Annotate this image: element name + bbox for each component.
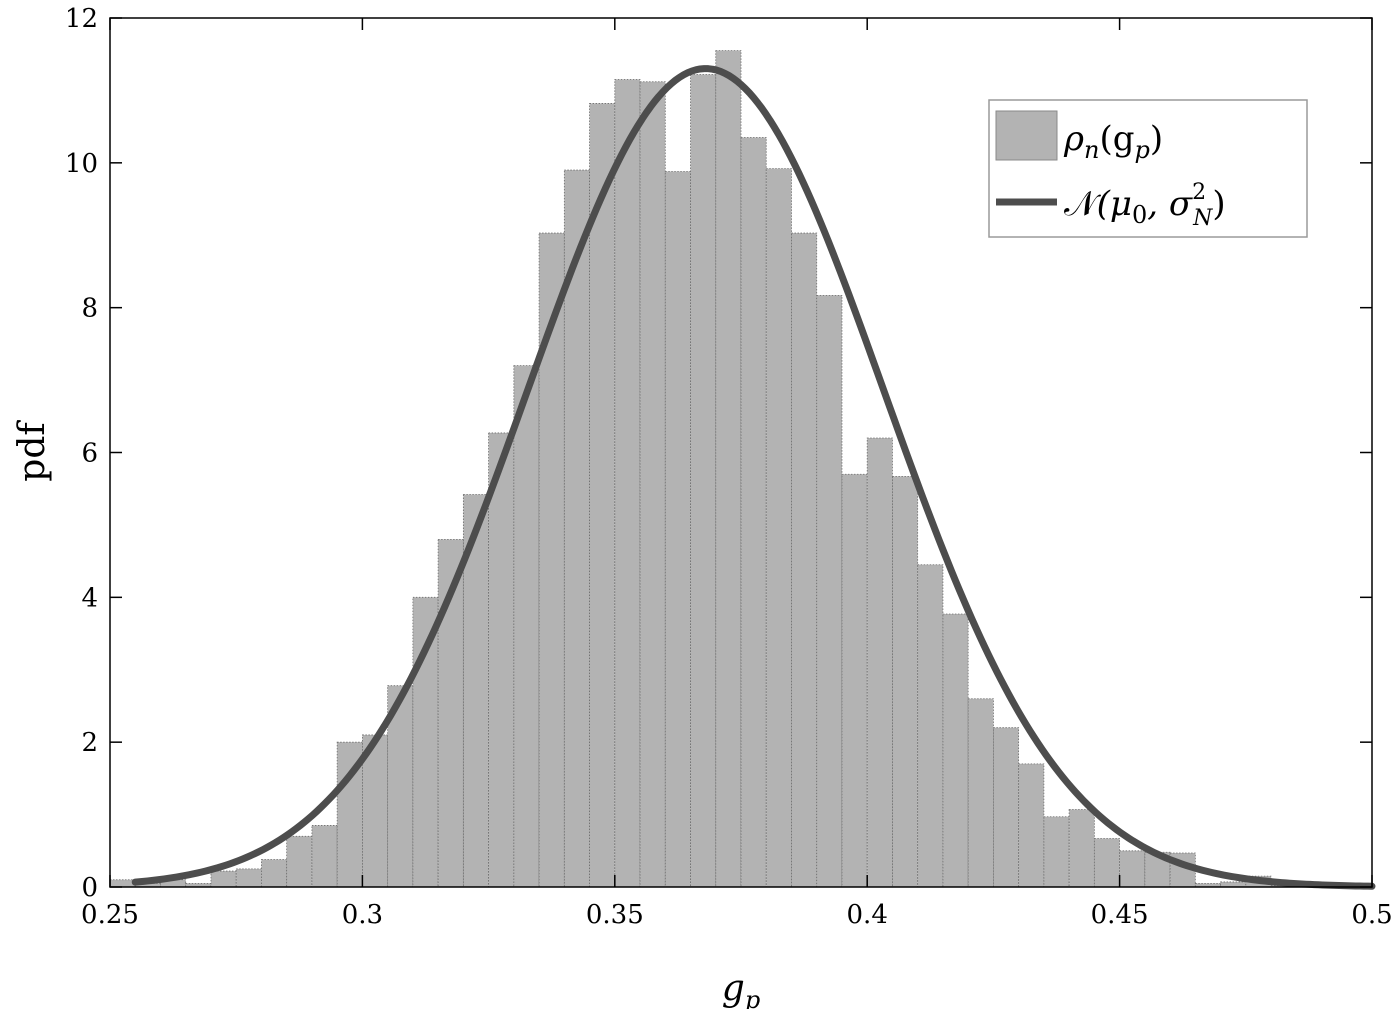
x-tick-label: 0.3 <box>342 900 383 930</box>
y-tick-label: 4 <box>81 583 98 613</box>
x-tick-label: 0.4 <box>847 900 888 930</box>
x-axis-label-sub: p <box>745 986 760 1009</box>
histogram-bar <box>866 437 893 888</box>
histogram-bar <box>109 879 136 888</box>
tick-labels: 0.25 0.3 0.35 0.4 0.45 0.5 0 2 4 6 8 10 12 <box>65 4 1393 930</box>
histogram-bar <box>942 613 969 888</box>
histogram-bar <box>715 50 742 888</box>
histogram-bar <box>563 169 590 888</box>
histogram-bar <box>1043 816 1070 888</box>
histogram-bar <box>1220 881 1247 888</box>
histogram-bar <box>1018 763 1045 888</box>
histogram-bar <box>412 596 439 888</box>
legend-swatch-histogram <box>995 110 1058 161</box>
histogram-bar <box>311 825 338 888</box>
histogram-bar <box>765 168 792 888</box>
y-tick-label: 2 <box>81 728 98 758</box>
histogram-bar <box>917 564 944 888</box>
y-tick-label: 6 <box>81 439 98 469</box>
histogram-bar <box>816 294 843 888</box>
histogram-bar <box>967 698 994 888</box>
x-tick-label: 0.45 <box>1091 900 1149 930</box>
histogram-bar <box>589 103 616 888</box>
histogram-bar <box>639 81 666 888</box>
histogram-bar <box>1119 850 1146 888</box>
legend: ρn(gp) 𝒩(μ0, σ2 N) <box>988 99 1308 238</box>
x-tick-label: 0.5 <box>1351 900 1392 930</box>
y-tick-label: 10 <box>65 149 98 179</box>
histogram-bar <box>235 868 262 888</box>
histogram-bar <box>892 475 919 888</box>
histogram-bar <box>614 79 641 888</box>
y-tick-label: 0 <box>81 873 98 903</box>
histogram-bar <box>1093 838 1120 888</box>
histogram-bar <box>1068 809 1095 888</box>
axis-ticks <box>109 17 1373 888</box>
histogram-bar <box>261 859 288 888</box>
histogram-bar <box>513 365 540 888</box>
x-tick-label: 0.25 <box>81 900 139 930</box>
histogram-bar <box>488 432 515 888</box>
y-tick-label: 12 <box>65 4 98 34</box>
histogram-bar <box>286 835 313 888</box>
histogram-bar <box>740 137 767 888</box>
normal-curve <box>131 65 1376 890</box>
y-tick-label: 8 <box>81 294 98 324</box>
legend-label-histogram: ρn(gp) <box>1063 119 1163 164</box>
histogram-bar <box>841 473 868 888</box>
histogram-bar <box>664 171 691 888</box>
histogram-bar <box>791 232 818 888</box>
x-tick-label: 0.35 <box>586 900 644 930</box>
legend-label-curve: 𝒩(μ0, σ2 N) <box>1064 180 1226 231</box>
histogram-bar <box>210 870 237 888</box>
histogram-bar <box>690 74 717 888</box>
y-axis-label: pdf <box>12 420 53 482</box>
x-axis-label: gp <box>722 968 760 1009</box>
x-axis-label-main: g <box>722 968 745 1009</box>
histogram-bar <box>993 727 1020 888</box>
